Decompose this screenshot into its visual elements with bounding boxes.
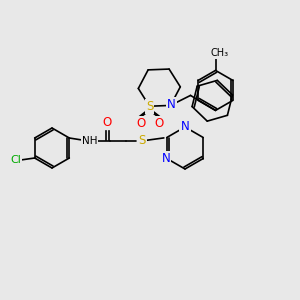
Text: N: N	[167, 98, 176, 111]
Text: N: N	[161, 152, 170, 165]
Text: NH: NH	[82, 136, 97, 146]
Text: S: S	[146, 100, 153, 113]
Text: N: N	[181, 119, 189, 133]
Text: Cl: Cl	[10, 155, 21, 165]
Text: O: O	[136, 117, 145, 130]
Text: O: O	[154, 117, 163, 130]
Text: O: O	[103, 116, 112, 128]
Text: S: S	[139, 134, 146, 148]
Text: CH₃: CH₃	[210, 48, 229, 59]
